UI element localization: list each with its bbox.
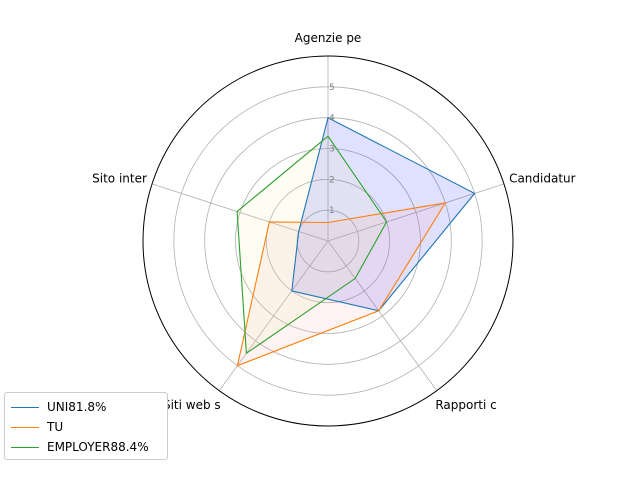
tick-label: 2 [329, 175, 335, 185]
outer-frame [142, 55, 514, 427]
legend-label: EMPLOYER88.4% [47, 440, 149, 454]
legend-swatch [11, 446, 39, 448]
tick-label: 5 [329, 83, 335, 93]
series-line [291, 116, 476, 312]
legend: UNI81.8% TU EMPLOYER88.4% [4, 392, 168, 460]
legend-label: UNI81.8% [47, 400, 107, 414]
grid-spoke [327, 240, 438, 391]
legend-item: UNI81.8% [11, 397, 161, 417]
legend-label: TU [47, 420, 64, 434]
tick-label: 4 [329, 114, 335, 124]
series-area [237, 202, 446, 366]
legend-swatch [11, 406, 39, 408]
series-area [291, 117, 475, 311]
legend-swatch [11, 426, 39, 428]
axis-label: Candidatur [509, 171, 576, 185]
grid-layer [142, 55, 514, 427]
axis-label: Siti web s [163, 398, 221, 412]
legend-item: EMPLOYER88.4% [11, 437, 161, 457]
axis-label: Agenzie pe [295, 31, 362, 45]
series-layer [236, 116, 476, 367]
axis-label: Sito inter [92, 171, 147, 185]
legend-item: TU [11, 417, 161, 437]
axis-label: Rapporti c [435, 398, 496, 412]
series-line [236, 202, 447, 367]
tick-label: 1 [329, 206, 335, 216]
series-area [237, 136, 387, 354]
series-line [236, 135, 388, 355]
tick-label: 3 [329, 145, 335, 155]
label-layer: 1 2 3 4 5 Agenzie pe Candidatur Rapporti c Siti … [92, 31, 575, 412]
